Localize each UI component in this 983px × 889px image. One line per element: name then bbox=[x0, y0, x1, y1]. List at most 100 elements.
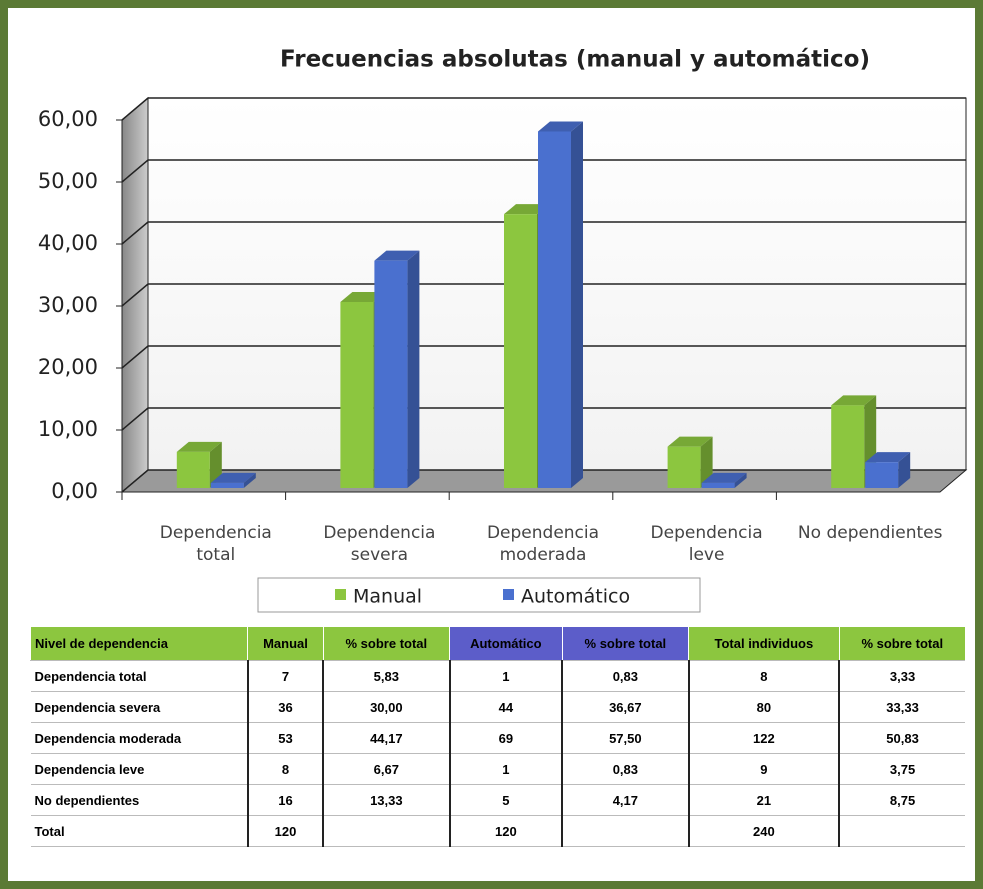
bar-top bbox=[865, 452, 911, 463]
table-cell: 50,83 bbox=[838, 722, 965, 754]
table-row: Dependencia severa 36 30,00 44 36,67 80 33,33 bbox=[30, 691, 965, 723]
table-cell: 0,83 bbox=[561, 753, 689, 785]
table-cell: Dependencia moderada bbox=[30, 722, 248, 754]
bar bbox=[340, 302, 374, 488]
table-cell: 8,75 bbox=[838, 784, 965, 816]
table-cell: 33,33 bbox=[838, 691, 965, 723]
y-tick-label: 30,00 bbox=[38, 293, 98, 317]
table-cell: 1 bbox=[448, 753, 563, 785]
grid-line bbox=[121, 345, 966, 369]
legend-swatch bbox=[335, 589, 346, 600]
bar bbox=[667, 446, 701, 488]
header-cell: Nivel de dependencia bbox=[29, 627, 248, 661]
table-cell: 16 bbox=[246, 784, 324, 816]
table-cell: 7 bbox=[246, 660, 324, 692]
legend-box bbox=[257, 577, 701, 613]
legend-label: Manual bbox=[353, 586, 422, 608]
bar-side bbox=[407, 250, 420, 488]
y-tick-label: 60,00 bbox=[38, 107, 98, 131]
bar bbox=[865, 462, 899, 488]
table-cell: 3,75 bbox=[838, 753, 965, 785]
bar-side bbox=[700, 436, 713, 488]
y-tick-label: 0,00 bbox=[51, 479, 98, 503]
bar-top bbox=[176, 441, 222, 452]
table-cell: 8 bbox=[246, 753, 324, 785]
grid-line bbox=[121, 159, 966, 183]
table-cell bbox=[838, 815, 965, 847]
bar bbox=[210, 482, 244, 488]
table-row: No dependientes 16 13,33 5 4,17 21 8,75 bbox=[30, 784, 965, 816]
table-cell: Dependencia total bbox=[30, 660, 248, 692]
table-cell: 6,67 bbox=[322, 753, 450, 785]
table-row: Total 120 120 240 bbox=[30, 815, 965, 847]
bar-top bbox=[374, 250, 420, 261]
data-table: Nivel de dependencia Manual% sobre total A… bbox=[29, 627, 965, 847]
grid-line bbox=[121, 407, 966, 431]
bar bbox=[701, 482, 735, 488]
grid-line bbox=[121, 97, 966, 121]
table-cell: 36 bbox=[246, 691, 324, 723]
legend-label: Automático bbox=[521, 586, 630, 608]
chart-title: Frecuencias absolutas (manual y automáti… bbox=[280, 47, 870, 73]
table-cell: 69 bbox=[448, 722, 563, 754]
table-cell: 5,83 bbox=[322, 660, 450, 692]
y-tick-label: 20,00 bbox=[38, 355, 98, 379]
table-cell: 36,67 bbox=[561, 691, 689, 723]
table-cell: 44 bbox=[448, 691, 563, 723]
y-tick-label: 50,00 bbox=[38, 169, 98, 193]
header-cell: % sobre total bbox=[838, 627, 965, 661]
grid-line bbox=[121, 221, 966, 245]
y-tick-label: 10,00 bbox=[38, 417, 98, 441]
y-tick-label: 40,00 bbox=[38, 231, 98, 255]
header-cell: % sobre total bbox=[561, 627, 689, 661]
table-cell: 5 bbox=[448, 784, 563, 816]
table-cell: 57,50 bbox=[561, 722, 689, 754]
table-cell: 122 bbox=[687, 722, 840, 754]
bar bbox=[176, 451, 210, 488]
table-cell: Total bbox=[30, 815, 248, 847]
bar-side bbox=[571, 121, 583, 488]
table-cell: 53 bbox=[246, 722, 324, 754]
bar bbox=[374, 260, 408, 488]
table-cell: 30,00 bbox=[322, 691, 450, 723]
header-cell: Total individuos bbox=[688, 627, 840, 661]
table-cell: 21 bbox=[687, 784, 840, 816]
header-cell: Manual bbox=[247, 627, 324, 661]
grid-line bbox=[121, 283, 966, 307]
table-row: Dependencia total 7 5,83 1 0,83 8 3,33 bbox=[30, 660, 965, 692]
legend-swatch bbox=[503, 589, 514, 600]
bar-side bbox=[243, 472, 256, 488]
table-cell: 0,83 bbox=[561, 660, 689, 692]
header-cell: % sobre total bbox=[322, 627, 450, 661]
table-cell: 9 bbox=[687, 753, 840, 785]
x-tick-label: No dependientes bbox=[797, 523, 943, 543]
table-cell: 8 bbox=[687, 660, 840, 692]
x-tick-label: Dependencia leve bbox=[650, 523, 763, 565]
table-cell bbox=[322, 815, 450, 847]
table-cell: No dependientes bbox=[30, 784, 248, 816]
bar-side bbox=[898, 452, 911, 488]
bar-top bbox=[210, 472, 256, 483]
table-cell: Dependencia leve bbox=[30, 753, 248, 785]
table-cell: 13,33 bbox=[322, 784, 450, 816]
table-cell: 1 bbox=[448, 660, 563, 692]
table-header: Nivel de dependencia Manual% sobre total A… bbox=[29, 627, 965, 661]
bar-top bbox=[340, 292, 386, 302]
table-cell: 240 bbox=[687, 815, 840, 847]
table-cell: 4,17 bbox=[561, 784, 689, 816]
table-row: Dependencia moderada 53 44,17 69 57,50 122 50,… bbox=[30, 722, 965, 754]
table-cell: 3,33 bbox=[838, 660, 965, 692]
bar-top bbox=[538, 121, 583, 132]
bar-top bbox=[831, 395, 877, 406]
header-cell: Automático bbox=[449, 627, 563, 661]
table-cell: Dependencia severa bbox=[30, 691, 248, 723]
bar bbox=[538, 131, 571, 488]
table-cell: 120 bbox=[246, 815, 324, 847]
x-tick-label: Dependencia moderada bbox=[486, 523, 600, 565]
table-cell: 120 bbox=[448, 815, 563, 847]
table-cell bbox=[561, 815, 689, 847]
bar-side bbox=[734, 472, 747, 488]
